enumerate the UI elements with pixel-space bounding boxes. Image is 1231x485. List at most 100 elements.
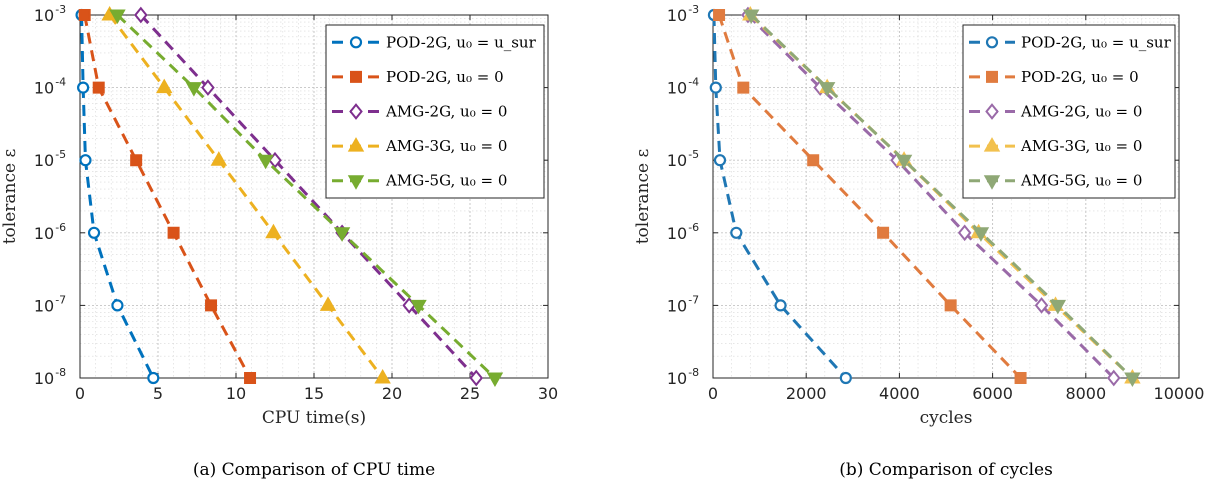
data-point	[201, 79, 215, 96]
series-line	[139, 13, 478, 380]
data-point	[79, 154, 92, 167]
data-point	[486, 372, 504, 388]
legend: POD-2G, u₀ = u_sur POD-2G, u₀ = 0 AMG-2G, …	[325, 24, 545, 199]
y-tick-exponent: -3	[55, 3, 66, 16]
data-point	[374, 368, 391, 384]
legend-label: POD-2G, u₀ = 0	[386, 68, 504, 86]
data-point	[730, 226, 743, 239]
y-tick-label: 10-7	[667, 293, 699, 315]
legend: POD-2G, u₀ = u_sur POD-2G, u₀ = 0 AMG-2G, …	[962, 24, 1176, 199]
x-tick-label: 4000	[879, 384, 920, 403]
y-tick-exponent: -4	[55, 76, 66, 89]
legend-entry: AMG-5G, u₀ = 0	[332, 172, 507, 190]
data-point	[1124, 372, 1141, 388]
legend-entry: AMG-5G, u₀ = 0	[969, 172, 1142, 190]
series-group	[75, 5, 504, 388]
data-point	[319, 296, 337, 311]
legend-swatch-marker	[983, 137, 1001, 152]
data-point	[895, 154, 913, 170]
x-tick-label: 20	[382, 384, 402, 403]
data-point	[877, 226, 890, 239]
y-tick-exponent: -5	[55, 148, 66, 161]
legend-entry: POD-2G, u₀ = u_sur	[332, 33, 537, 51]
series-line	[80, 14, 155, 379]
series-line	[712, 14, 847, 380]
data-point	[742, 9, 760, 25]
series-triangle-up	[101, 5, 391, 384]
x-tick-label: 10000	[1154, 384, 1205, 403]
y-tick-label: 10-8	[34, 366, 66, 388]
data-point	[134, 6, 148, 24]
y-tick-label: 10-3	[667, 3, 699, 25]
y-axis-label: tolerance ε	[0, 149, 20, 245]
legend-swatch-marker	[983, 175, 1001, 190]
y-tick-label: 10-6	[34, 221, 66, 243]
y-tick-label: 10-5	[34, 148, 66, 170]
data-point	[111, 299, 124, 312]
x-tick-label: 2000	[786, 384, 827, 403]
data-point	[185, 82, 203, 97]
series-line	[83, 14, 252, 379]
series-circle	[707, 8, 852, 385]
x-tick-label: 0	[708, 384, 718, 403]
x-tick-label: 8000	[1065, 384, 1106, 403]
data-point	[713, 9, 726, 21]
data-point	[774, 299, 787, 312]
data-point	[257, 154, 274, 170]
y-tick-label: 10-3	[34, 3, 66, 25]
legend-label: POD-2G, u₀ = u_sur	[386, 33, 537, 51]
x-tick-label: 10	[226, 384, 246, 403]
data-point	[77, 81, 90, 94]
y-tick-exponent: -5	[688, 148, 699, 161]
data-point	[78, 9, 91, 21]
data-point	[147, 371, 160, 385]
legend-entry: POD-2G, u₀ = 0	[969, 68, 1139, 86]
legend-label: POD-2G, u₀ = u_sur	[1021, 33, 1172, 51]
y-tick-exponent: -7	[55, 293, 66, 306]
chart-panel-2: 0 2000 4000 6000 8000 10000 10-8 10-7 10-6 10-5 10…	[633, 3, 1204, 480]
data-point	[333, 227, 351, 242]
data-point	[709, 81, 722, 94]
y-axis-label: tolerance ε	[633, 149, 653, 245]
legend-label: AMG-5G, u₀ = 0	[385, 172, 507, 190]
data-point	[130, 154, 143, 167]
y-tick-label: 10-6	[667, 221, 699, 243]
x-tick-label: 30	[538, 384, 558, 403]
y-tick-label: 10-7	[34, 293, 66, 315]
legend-swatch-marker	[985, 103, 999, 120]
legend-swatch-marker	[985, 36, 999, 49]
data-point	[1014, 372, 1027, 384]
data-point	[1106, 369, 1121, 387]
legend-entry: POD-2G, u₀ = u_sur	[969, 33, 1172, 51]
y-tick-exponent: -8	[688, 366, 699, 379]
data-point	[957, 224, 972, 242]
data-point	[469, 369, 484, 387]
data-point	[205, 299, 218, 312]
legend-swatch-marker	[986, 70, 998, 83]
figure-caption: (a) Comparison of CPU time	[193, 460, 435, 480]
legend-swatch-marker	[349, 103, 363, 120]
chart-panel-1: 0 5 10 15 20 25 30 10-8 10-7 10-6 10-5 10-4 10-3 CPU …	[0, 3, 558, 480]
data-point	[807, 154, 820, 167]
x-tick-label: 0	[75, 384, 85, 403]
series-line	[750, 13, 1134, 380]
legend-swatch-marker	[349, 36, 363, 49]
data-point	[944, 299, 957, 312]
data-point	[156, 78, 173, 94]
data-point	[1034, 297, 1049, 314]
data-point	[1049, 299, 1067, 315]
y-tick-label: 10-5	[667, 148, 699, 170]
y-tick-label: 10-4	[34, 76, 66, 98]
legend-entry: POD-2G, u₀ = 0	[332, 68, 504, 86]
data-point	[839, 371, 852, 385]
y-tick-exponent: -8	[55, 366, 66, 379]
y-tick-exponent: -4	[688, 76, 699, 89]
legend-swatch-marker	[347, 137, 365, 152]
series-triangle-down	[742, 9, 1141, 388]
data-point	[109, 9, 126, 25]
axes-box	[712, 14, 1180, 379]
series-line	[717, 14, 1022, 380]
legend-swatch-marker	[350, 70, 362, 83]
legend-label: AMG-3G, u₀ = 0	[1020, 137, 1142, 155]
